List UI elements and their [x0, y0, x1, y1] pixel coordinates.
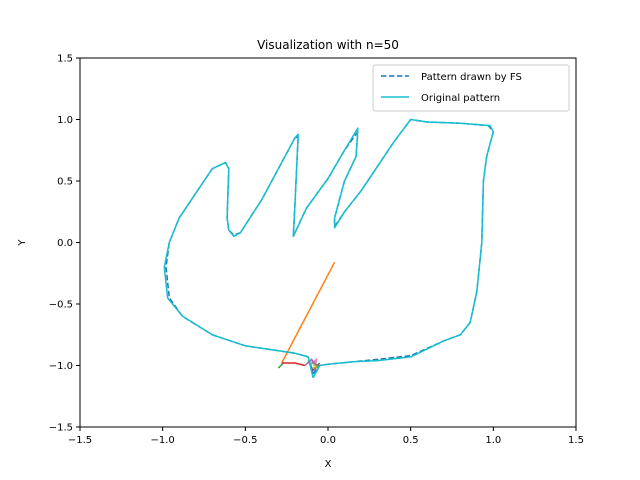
- x-axis-ticks: −1.5 −1.0 −0.5 0.0 0.5 1.0 1.5: [68, 427, 584, 446]
- x-tick-label: 0.5: [403, 435, 419, 446]
- x-tick-label: −0.5: [233, 435, 257, 446]
- y-tick-label: −0.5: [49, 300, 73, 311]
- legend-label-original: Original pattern: [421, 93, 500, 104]
- component-line-1: [277, 362, 284, 369]
- component-line-6: [311, 361, 320, 370]
- legend: Pattern drawn by FS Original pattern: [372, 64, 570, 112]
- x-tick-label: 1.0: [485, 435, 501, 446]
- y-tick-label: 0.5: [57, 177, 73, 188]
- x-tick-label: −1.5: [68, 435, 92, 446]
- chart-title: Visualization with n=50: [257, 38, 399, 52]
- y-axis-label: Y: [17, 239, 28, 247]
- component-line-2: [281, 362, 306, 367]
- y-tick-label: 0.0: [57, 238, 73, 249]
- y-axis-ticks: −1.5 −1.0 −0.5 0.0 0.5 1.0 1.5: [49, 54, 80, 434]
- component-line-7: [312, 363, 318, 369]
- y-tick-label: 1.5: [57, 54, 73, 65]
- legend-box: [372, 64, 570, 112]
- x-tick-label: 0.0: [320, 435, 336, 446]
- legend-label-fs: Pattern drawn by FS: [421, 72, 522, 83]
- x-tick-label: −1.0: [151, 435, 175, 446]
- x-tick-label: 1.5: [568, 435, 584, 446]
- y-tick-label: −1.0: [49, 361, 73, 372]
- x-axis-label: X: [325, 459, 332, 470]
- plot-lines: [163, 118, 495, 379]
- y-tick-label: 1.0: [57, 115, 73, 126]
- series-line-1: [163, 118, 495, 379]
- y-tick-label: −1.5: [49, 423, 73, 434]
- component-line-0: [281, 261, 336, 364]
